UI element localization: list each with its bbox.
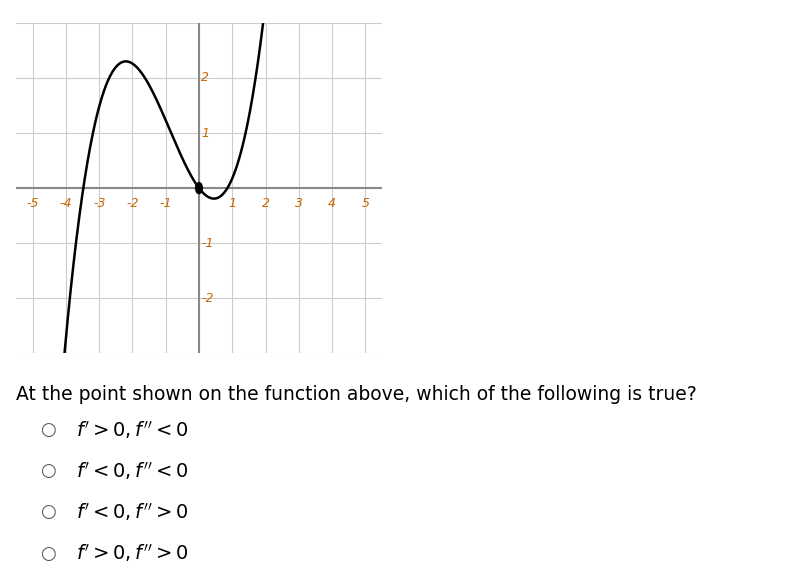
Text: -5: -5 (26, 197, 39, 210)
Text: ○: ○ (40, 544, 56, 563)
Text: -2: -2 (126, 197, 139, 210)
Text: At the point shown on the function above, which of the following is true?: At the point shown on the function above… (16, 385, 696, 404)
Text: -1: -1 (201, 237, 214, 250)
Text: $f' < 0, f'' > 0$: $f' < 0, f'' > 0$ (76, 502, 189, 523)
Text: ○: ○ (40, 421, 56, 439)
Text: 5: 5 (361, 197, 369, 210)
Text: 2: 2 (201, 71, 209, 84)
Text: -2: -2 (201, 292, 214, 305)
Text: $f' > 0, f'' < 0$: $f' > 0, f'' < 0$ (76, 420, 189, 441)
Text: 4: 4 (328, 197, 336, 210)
Text: $f' > 0, f'' > 0$: $f' > 0, f'' > 0$ (76, 543, 189, 564)
Circle shape (195, 182, 202, 194)
Text: $f' < 0, f'' < 0$: $f' < 0, f'' < 0$ (76, 461, 189, 482)
Text: ○: ○ (40, 503, 56, 522)
Text: 2: 2 (261, 197, 269, 210)
Text: -4: -4 (59, 197, 72, 210)
Text: -1: -1 (159, 197, 172, 210)
Text: 1: 1 (228, 197, 236, 210)
Text: -3: -3 (93, 197, 105, 210)
Text: 1: 1 (201, 127, 209, 140)
Text: 3: 3 (295, 197, 303, 210)
Text: ○: ○ (40, 462, 56, 481)
